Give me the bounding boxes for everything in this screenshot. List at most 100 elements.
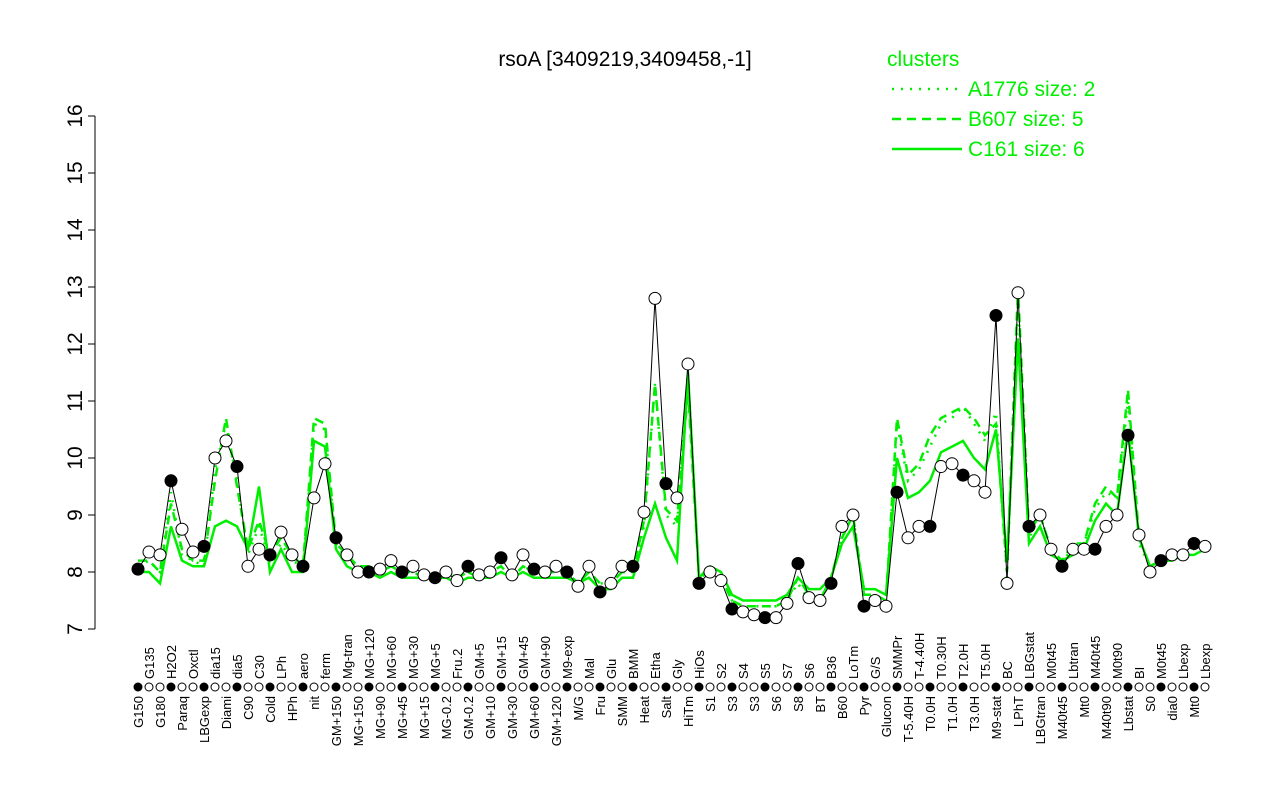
x-marker	[1101, 682, 1111, 692]
x-marker	[166, 682, 176, 692]
x-marker	[881, 682, 891, 692]
x-marker	[518, 682, 528, 692]
data-point	[681, 357, 695, 371]
y-tick-label: 8	[64, 566, 87, 578]
x-marker	[694, 682, 704, 692]
x-marker	[628, 682, 638, 692]
y-tick-label: 14	[64, 218, 87, 242]
data-point	[153, 548, 167, 562]
x-marker	[793, 682, 803, 692]
data-point	[802, 591, 816, 605]
x-marker	[1145, 682, 1155, 692]
legend-entry: C161 size: 6	[968, 138, 1085, 161]
x-tick-label: SMMPr	[890, 635, 905, 679]
x-marker	[474, 682, 484, 692]
x-marker	[1068, 682, 1078, 692]
x-tick-label: Mt0	[1077, 696, 1092, 718]
cluster-lines	[137, 286, 1206, 608]
data-point	[483, 565, 497, 579]
x-tick-label: B60	[835, 696, 850, 719]
x-tick-label: S8	[791, 696, 806, 712]
data-point	[791, 556, 805, 570]
x-tick-label: GM+15	[494, 636, 509, 679]
data-point	[1066, 542, 1080, 556]
x-tick-label: G135	[142, 647, 157, 679]
x-marker	[870, 682, 880, 692]
x-marker	[309, 682, 319, 692]
x-tick-label: MG+120	[362, 629, 377, 679]
data-point	[956, 468, 970, 482]
x-marker	[914, 682, 924, 692]
x-tick-label: Glucon	[879, 696, 894, 737]
x-marker	[837, 682, 847, 692]
x-marker	[980, 682, 990, 692]
data-point	[274, 525, 288, 539]
data-point	[241, 559, 255, 573]
data-point	[857, 599, 871, 613]
x-tick-label: Lbtran	[1066, 642, 1081, 679]
x-marker	[716, 682, 726, 692]
data-point	[1033, 508, 1047, 522]
x-marker	[243, 682, 253, 692]
x-marker	[936, 682, 946, 692]
x-tick-label: Glu	[604, 659, 619, 679]
x-marker	[265, 682, 275, 692]
data-point	[1110, 508, 1124, 522]
x-marker	[782, 682, 792, 692]
x-marker	[947, 682, 957, 692]
data-point	[967, 474, 981, 488]
data-point	[208, 451, 222, 465]
data-point	[549, 559, 563, 573]
x-marker	[639, 682, 649, 692]
data-point	[813, 594, 827, 607]
data-point	[1121, 428, 1135, 442]
x-tick-label: Diami	[219, 696, 234, 729]
x-tick-label: GM+90	[538, 636, 553, 679]
data-point	[395, 565, 409, 579]
x-tick-label: MG+150	[351, 696, 366, 746]
x-marker	[617, 682, 627, 692]
x-tick-label: ferm	[318, 653, 333, 679]
data-point	[747, 608, 761, 622]
x-marker	[320, 682, 330, 692]
x-marker	[452, 682, 462, 692]
x-marker	[551, 682, 561, 692]
x-marker	[430, 682, 440, 692]
x-tick-label: C30	[252, 655, 267, 679]
data-point	[780, 596, 794, 610]
x-marker	[1079, 682, 1089, 692]
cluster-line-solid	[138, 338, 1206, 602]
x-tick-label: MG+15	[417, 696, 432, 739]
x-tick-label: H2O2	[164, 645, 179, 679]
x-marker	[287, 682, 297, 692]
data-point	[1132, 528, 1146, 542]
x-marker	[188, 682, 198, 692]
data-point	[186, 545, 200, 559]
data-point	[824, 576, 838, 590]
data-point	[934, 460, 948, 474]
data-point	[604, 576, 618, 590]
x-marker	[595, 682, 605, 692]
x-marker	[606, 682, 616, 692]
x-marker	[298, 682, 308, 692]
x-marker	[925, 682, 935, 692]
x-marker	[419, 682, 429, 692]
x-tick-label: Heat	[637, 696, 652, 724]
data-point	[538, 565, 552, 579]
x-marker	[1057, 682, 1067, 692]
x-tick-label: GM+10	[483, 696, 498, 739]
data-point	[1198, 539, 1212, 553]
data-point	[362, 565, 376, 579]
x-marker	[683, 682, 693, 692]
x-tick-label: MG+45	[395, 696, 410, 739]
x-marker	[650, 682, 660, 692]
y-tick-label: 10	[64, 446, 87, 469]
x-tick-label: MG-0.2	[439, 696, 454, 739]
x-marker	[848, 682, 858, 692]
data-point	[868, 594, 882, 607]
x-marker	[408, 682, 418, 692]
data-point	[439, 565, 453, 579]
x-tick-label: Oxctl	[186, 649, 201, 679]
data-point	[1011, 286, 1025, 300]
